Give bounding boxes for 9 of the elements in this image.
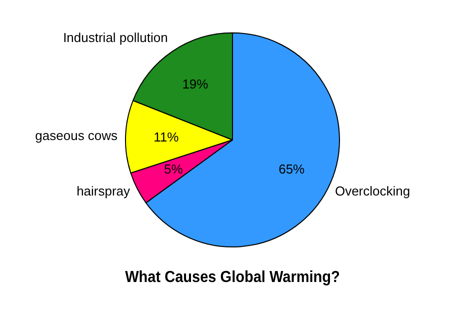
slice-label: hairspray bbox=[76, 184, 131, 199]
slice-label: gaseous cows bbox=[35, 128, 118, 143]
data-label: 65% bbox=[278, 162, 306, 177]
data-label: 5% bbox=[164, 162, 184, 177]
text: What Causes Global Warming? bbox=[125, 268, 340, 286]
data-label: 11% bbox=[154, 129, 180, 144]
slice-label: Industrial pollution bbox=[63, 30, 168, 45]
slice-label: Overclocking bbox=[334, 184, 410, 199]
data-label: 19% bbox=[182, 76, 209, 92]
